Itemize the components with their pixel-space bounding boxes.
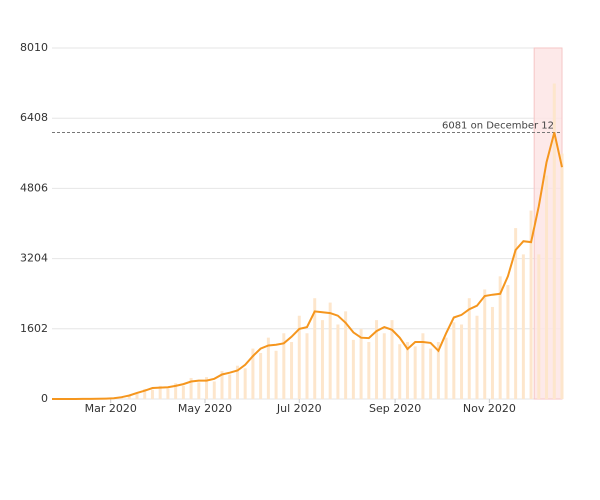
daily-bar <box>243 368 247 399</box>
y-tick-label: 6408 <box>20 111 48 124</box>
daily-bar <box>235 365 239 399</box>
daily-bar <box>560 153 564 399</box>
y-tick-label: 3204 <box>20 252 48 265</box>
daily-bar <box>274 350 278 399</box>
daily-bar <box>120 397 124 399</box>
daily-bar <box>320 320 324 399</box>
y-tick-label: 4806 <box>20 181 48 194</box>
daily-bar <box>390 320 394 399</box>
average-line <box>52 132 563 400</box>
daily-bar <box>212 381 216 399</box>
daily-bar <box>328 302 332 399</box>
daily-bar <box>514 228 518 399</box>
daily-bar <box>228 374 232 399</box>
daily-bar <box>382 333 386 399</box>
daily-bar <box>205 377 209 399</box>
daily-bar <box>251 348 255 399</box>
daily-bar <box>552 83 556 399</box>
daily-bar <box>537 254 541 399</box>
daily-bar <box>220 370 224 399</box>
daily-bar <box>452 322 456 399</box>
annotation-label: 6081 on December 12 <box>442 121 554 132</box>
daily-bar <box>460 324 464 399</box>
x-tick-label: Sep 2020 <box>369 402 421 415</box>
daily-bar <box>174 383 178 399</box>
daily-bar <box>313 298 317 399</box>
daily-bar <box>266 337 270 399</box>
daily-bar <box>166 388 170 399</box>
daily-bar <box>498 276 502 399</box>
daily-bar <box>305 333 309 399</box>
daily-bar <box>143 388 147 399</box>
daily-bar <box>181 385 185 399</box>
daily-bar <box>467 298 471 399</box>
y-tick-label: 0 <box>41 392 48 405</box>
daily-bar <box>436 342 440 399</box>
daily-bar <box>475 315 479 399</box>
daily-bar <box>429 348 433 399</box>
daily-bar <box>483 289 487 399</box>
daily-bar <box>359 328 363 399</box>
daily-bar <box>135 393 139 399</box>
daily-bar <box>421 333 425 399</box>
daily-bar <box>189 377 193 399</box>
daily-bar <box>405 342 409 399</box>
daily-bar <box>367 342 371 399</box>
daily-bar <box>282 333 286 399</box>
daily-bar <box>197 382 201 399</box>
daily-bar <box>297 315 301 399</box>
daily-bar <box>290 342 294 399</box>
daily-bar <box>158 385 162 399</box>
daily-bar <box>150 389 154 399</box>
y-tick-label: 8010 <box>20 41 48 54</box>
daily-bar <box>545 175 549 399</box>
daily-bar <box>336 324 340 399</box>
daily-bar <box>521 254 525 399</box>
daily-bar <box>506 285 510 399</box>
x-tick-label: Jul 2020 <box>276 402 322 415</box>
daily-bar <box>351 339 355 399</box>
daily-bar <box>444 337 448 399</box>
y-tick-label: 1602 <box>20 322 48 335</box>
daily-bar <box>127 394 131 399</box>
x-tick-label: Mar 2020 <box>85 402 137 415</box>
daily-bar <box>490 306 494 399</box>
daily-bar <box>375 320 379 399</box>
daily-bar <box>398 344 402 399</box>
x-tick-label: May 2020 <box>178 402 232 415</box>
daily-bar <box>344 311 348 399</box>
x-tick-label: Nov 2020 <box>463 402 516 415</box>
daily-bar <box>413 346 417 399</box>
daily-bar <box>259 352 263 399</box>
daily-bar <box>529 210 533 399</box>
